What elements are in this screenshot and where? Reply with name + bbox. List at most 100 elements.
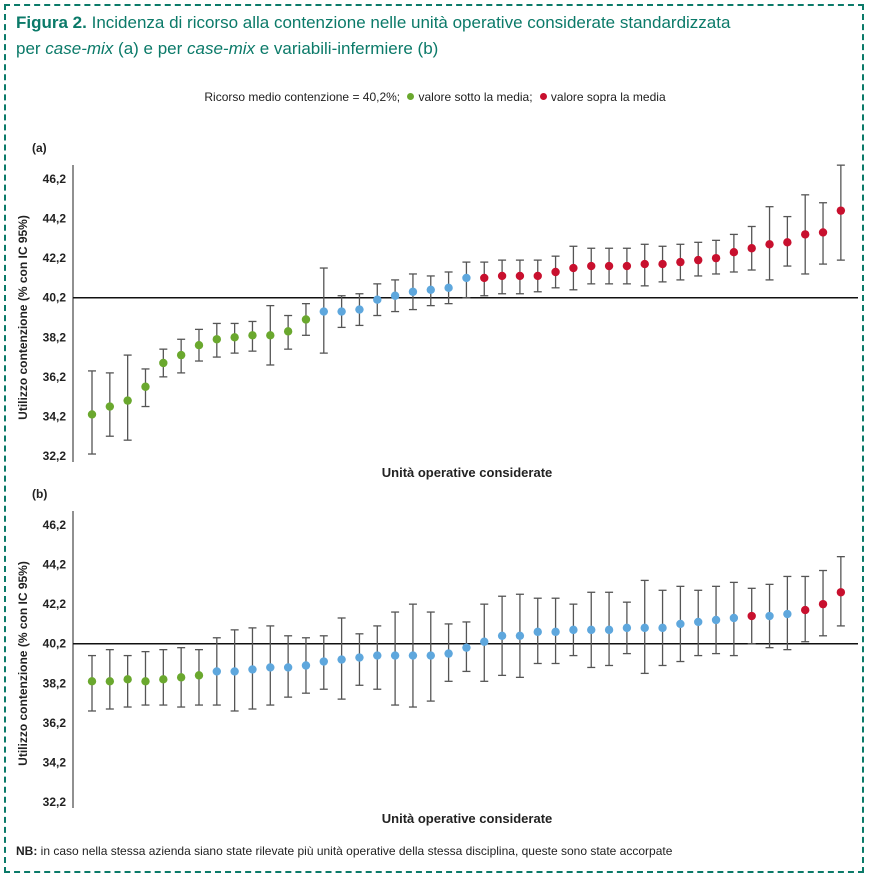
data-point: [355, 305, 364, 314]
y-tick-label: 34,2: [43, 755, 67, 769]
data-point: [230, 667, 239, 676]
data-point: [622, 623, 632, 633]
y-tick-label: 46,2: [43, 172, 67, 186]
data-point: [87, 677, 97, 686]
y-tick-label: 38,2: [43, 330, 67, 344]
data-point: [462, 273, 471, 283]
figure-title-casemix-2: case-mix: [187, 39, 256, 58]
data-point: [765, 240, 774, 249]
y-tick-label: 32,2: [43, 449, 67, 463]
legend-above-label: valore sopra la media: [550, 90, 666, 104]
data-point: [551, 267, 560, 277]
data-point: [301, 661, 311, 670]
data-point: [747, 244, 756, 253]
footnote-text: in caso nella stessa azienda siano state…: [37, 844, 673, 858]
data-point: [408, 651, 418, 660]
data-point: [676, 257, 685, 267]
data-point: [159, 358, 168, 368]
data-point: [533, 271, 542, 281]
data-point: [604, 625, 614, 635]
data-point: [337, 655, 346, 664]
data-point: [283, 327, 293, 336]
data-point: [783, 609, 792, 619]
legend-mean-text: Ricorso medio contenzione = 40,2%;: [204, 90, 401, 104]
data-point: [587, 625, 596, 635]
data-point: [818, 228, 828, 237]
y-tick-label: 46,2: [43, 518, 67, 532]
footnote: NB: in caso nella stessa azienda siano s…: [16, 844, 672, 858]
data-point: [390, 651, 400, 660]
data-point: [230, 333, 239, 342]
data-point: [587, 261, 596, 271]
figure-frame: [4, 4, 864, 873]
data-point: [658, 623, 667, 633]
data-point: [729, 248, 739, 257]
panel-label: (b): [32, 487, 47, 501]
data-point: [462, 643, 471, 652]
data-point: [515, 271, 525, 281]
data-point: [836, 206, 846, 215]
data-point: [373, 651, 382, 660]
data-point: [569, 263, 578, 273]
data-point: [658, 259, 667, 269]
data-point: [159, 675, 168, 684]
data-point: [373, 295, 382, 304]
y-tick-label: 44,2: [43, 558, 67, 572]
data-point: [301, 315, 311, 324]
data-point: [694, 617, 703, 627]
figure-title-part1: per: [16, 39, 46, 58]
y-axis-label: Utilizzo contenzione (% con IC 95%): [16, 215, 30, 420]
data-point: [640, 259, 649, 269]
data-point: [408, 287, 418, 296]
y-tick-label: 40,2: [43, 291, 67, 305]
figure-title-casemix-1: case-mix: [45, 39, 114, 58]
data-point: [836, 588, 846, 597]
data-point: [783, 238, 792, 247]
data-point: [551, 627, 560, 637]
y-tick-label: 44,2: [43, 212, 67, 226]
data-point: [141, 382, 150, 391]
data-point: [444, 649, 453, 658]
y-tick-label: 36,2: [43, 370, 67, 384]
data-point: [176, 350, 186, 360]
data-point: [248, 665, 257, 674]
y-tick-label: 36,2: [43, 716, 67, 730]
data-point: [194, 671, 204, 680]
data-point: [319, 307, 328, 316]
legend-above-dot: [539, 93, 547, 100]
data-point: [123, 675, 132, 684]
figure-title-line1: Incidenza di ricorso alla contenzione ne…: [91, 13, 731, 32]
data-point: [604, 261, 614, 271]
data-point: [105, 402, 115, 411]
y-tick-label: 42,2: [43, 597, 67, 611]
data-point: [676, 619, 685, 629]
panel-label: (a): [32, 141, 47, 155]
data-point: [283, 663, 293, 672]
data-point: [141, 677, 150, 686]
data-point: [533, 627, 542, 637]
x-axis-label: Unità operative considerate: [382, 811, 553, 826]
figure-title: Figura 2. Incidenza di ricorso alla cont…: [16, 10, 836, 62]
data-point: [248, 331, 257, 340]
data-point: [622, 261, 632, 271]
data-point: [426, 651, 435, 660]
data-point: [355, 653, 364, 662]
data-point: [711, 615, 721, 625]
legend-below-label: valore sotto la media;: [418, 90, 533, 104]
data-point: [212, 335, 222, 344]
data-point: [266, 331, 275, 340]
data-point: [569, 625, 578, 635]
data-point: [497, 631, 507, 640]
data-point: [194, 341, 204, 350]
data-point: [497, 271, 507, 281]
y-tick-label: 34,2: [43, 409, 67, 423]
data-point: [515, 631, 525, 640]
data-point: [319, 657, 328, 666]
data-point: [390, 291, 400, 300]
legend-below-dot: [407, 93, 415, 100]
data-point: [426, 285, 435, 294]
y-tick-label: 32,2: [43, 795, 67, 809]
data-point: [747, 611, 756, 621]
data-point: [765, 611, 774, 621]
